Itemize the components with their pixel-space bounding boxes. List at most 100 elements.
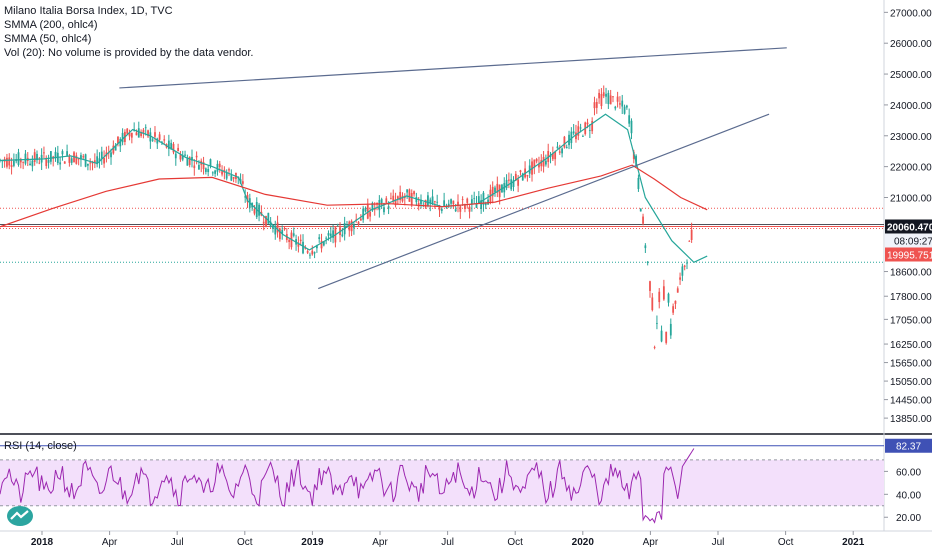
- candle-body: [68, 156, 71, 163]
- candle-body: [353, 224, 355, 228]
- candle-body: [232, 176, 235, 179]
- candle-body: [607, 92, 610, 105]
- candle: [93, 153, 96, 169]
- candle: [202, 156, 205, 175]
- candle-body: [188, 156, 191, 165]
- candle-body: [193, 165, 196, 169]
- candle-body: [230, 175, 233, 181]
- candle: [336, 223, 339, 227]
- time-axis-label: 2021: [842, 537, 865, 548]
- candle-body: [151, 139, 154, 141]
- candle: [686, 259, 688, 270]
- candle: [600, 88, 603, 110]
- candle: [297, 236, 300, 253]
- candle-body: [121, 132, 124, 143]
- candle: [656, 315, 658, 330]
- candle: [507, 172, 510, 189]
- candle: [457, 194, 459, 213]
- candle-body: [598, 92, 601, 99]
- candle-body: [623, 106, 626, 114]
- candle: [288, 237, 291, 250]
- candle-body: [315, 245, 318, 249]
- legend-smma50[interactable]: SMMA (50, ohlc4): [4, 33, 92, 45]
- candle-body: [322, 241, 325, 246]
- legend-title[interactable]: Milano Italia Borsa Index, 1D, TVC: [4, 5, 173, 17]
- candle-body: [228, 169, 230, 171]
- candle-body: [225, 172, 228, 179]
- candle-body: [281, 229, 284, 234]
- candle: [681, 263, 684, 282]
- candle-body: [158, 134, 161, 140]
- candle: [302, 234, 304, 255]
- candle: [353, 221, 355, 235]
- candle-body: [103, 157, 105, 164]
- candle-body: [12, 160, 15, 166]
- candle-body: [269, 221, 272, 227]
- candle: [450, 198, 452, 209]
- candle: [625, 104, 628, 110]
- candle-body: [480, 200, 483, 209]
- candle: [8, 153, 11, 170]
- candle: [184, 150, 186, 157]
- candle-body: [383, 207, 385, 213]
- candle-body: [119, 138, 122, 147]
- candle: [188, 156, 191, 168]
- candle-body: [612, 96, 614, 98]
- candle-body: [616, 96, 619, 102]
- candle: [332, 224, 334, 244]
- candle-body: [544, 160, 547, 165]
- candle-body: [575, 132, 577, 140]
- candle-body: [591, 120, 594, 132]
- candle: [669, 318, 672, 339]
- candle: [306, 249, 309, 255]
- legend-volume[interactable]: Vol (20): No volume is provided by the d…: [4, 47, 254, 59]
- candle-body: [170, 142, 173, 150]
- candle: [47, 154, 50, 169]
- candle-body: [519, 170, 522, 173]
- candle-body: [433, 201, 436, 203]
- candle-body: [547, 150, 550, 162]
- candle: [172, 142, 175, 155]
- candle-body: [142, 129, 145, 134]
- candle-body: [29, 163, 31, 166]
- candle-body: [186, 158, 189, 166]
- candle: [399, 185, 402, 204]
- candle-body: [299, 239, 302, 242]
- candle: [408, 188, 411, 202]
- candle-body: [45, 157, 48, 167]
- candle-body: [177, 147, 180, 152]
- candle-body: [424, 199, 427, 208]
- rsi-value-tag: [885, 438, 932, 453]
- candle: [36, 150, 38, 164]
- candle: [653, 345, 656, 350]
- candle-body: [577, 126, 580, 136]
- trendline: [119, 47, 787, 89]
- candle-body: [401, 195, 404, 202]
- candle: [241, 174, 244, 186]
- candle-body: [459, 206, 462, 212]
- candle-body: [396, 196, 399, 199]
- candle-body: [658, 291, 661, 303]
- candle-body: [114, 145, 117, 151]
- candle-body: [36, 153, 38, 161]
- candle-body: [609, 95, 612, 105]
- candle: [665, 331, 668, 345]
- price-pane: [0, 0, 884, 432]
- candle-body: [167, 140, 170, 150]
- candle-body: [348, 221, 351, 231]
- candle: [22, 161, 25, 170]
- tradingview-logo-icon[interactable]: [6, 505, 34, 527]
- candle: [519, 169, 522, 176]
- candle-body: [595, 102, 598, 108]
- candle-body: [461, 199, 464, 200]
- candle: [410, 189, 413, 208]
- candle-body: [484, 202, 487, 206]
- rsi-legend[interactable]: RSI (14, close): [4, 440, 77, 452]
- legend-smma200[interactable]: SMMA (200, ohlc4): [4, 19, 98, 31]
- candle: [535, 157, 538, 164]
- candle-body: [496, 183, 499, 193]
- candle: [163, 135, 166, 145]
- candle: [329, 226, 332, 242]
- candle-body: [565, 146, 568, 149]
